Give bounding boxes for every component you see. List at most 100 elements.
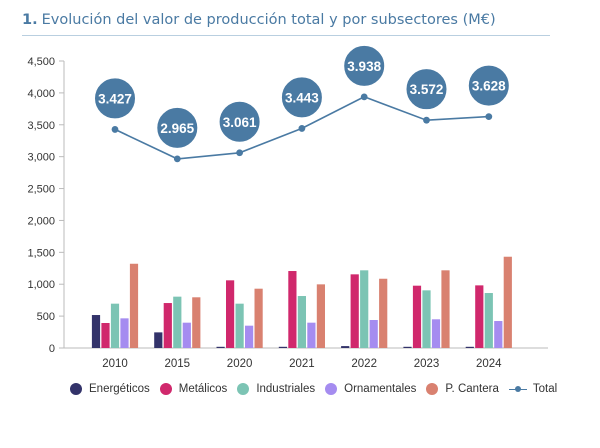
legend-item-ornamentales: Ornamentales [325,383,416,395]
total-point-2015 [173,155,181,163]
legend-label: Energéticos [89,383,150,395]
legend-label: Ornamentales [344,383,417,395]
bar-industriales-2024 [484,293,493,348]
bar-met-licos-2024 [475,285,484,348]
legend-label: Industriales [256,383,316,395]
total-data-label: 3.572 [410,82,444,97]
bar-energ-ticos-2024 [465,346,474,348]
bar-energ-ticos-2020 [216,346,225,348]
bar-ornamentales-2024 [494,321,503,348]
bar-energ-ticos-2022 [341,346,350,348]
bar-p-cantera-2020 [254,288,263,348]
y-tick-label: 1,000 [27,279,55,291]
total-data-label: 2.965 [160,121,194,136]
y-tick-label: 1,500 [27,247,55,259]
bar-ornamentales-2020 [245,325,254,348]
total-data-labels: 3.427 2.965 3.061 3.443 3.938 3.572 3.628 [94,44,510,149]
x-tick-label: 2021 [289,358,315,370]
total-data-label: 3.427 [98,91,132,106]
chart-title-text: Evolución del valor de producción total … [41,12,496,28]
y-tick-label: 2,000 [27,215,55,227]
bar-ornamentales-2015 [182,322,191,348]
bar-industriales-2022 [360,270,369,348]
bar-energ-ticos-2010 [91,315,101,348]
total-label-bubble-2010 [94,77,136,120]
legend-item-met-licos: Metálicos [159,383,228,395]
legend-swatch-icon [159,383,172,395]
x-tick-label: 2022 [351,358,377,370]
total-point-2010 [111,126,119,133]
x-tick-label: 2024 [476,358,502,370]
bar-ornamentales-2023 [431,319,441,348]
total-point-2021 [298,125,306,132]
bar-met-licos-2021 [288,271,297,348]
bar-p-cantera-2023 [441,270,450,348]
x-tick-label: 2023 [414,358,440,370]
y-tick-label: 2,500 [27,184,55,196]
total-point-2022 [360,93,368,101]
legend-item-p-cantera: P. Cantera [426,383,499,395]
total-line [111,93,493,163]
bar-energ-ticos-2023 [403,346,412,348]
y-tick-label: 4,000 [27,88,55,100]
total-label-bubble-2015 [156,106,199,149]
bar-industriales-2015 [173,296,182,348]
bars [91,256,512,348]
legend-swatch-icon [237,383,250,395]
chart-title: 1. Evolución del valor de producción tota… [22,12,496,28]
bar-energ-ticos-2021 [278,346,287,348]
bar-met-licos-2020 [226,280,235,348]
bar-industriales-2020 [235,303,244,348]
total-label-bubble-2024 [467,64,510,107]
bar-p-cantera-2024 [503,256,512,348]
legend-item-total: Total [508,383,558,395]
legend-item-industriales: Industriales [237,383,315,395]
total-data-label: 3.443 [285,90,319,105]
total-label-bubble-2021 [280,76,323,119]
bar-p-cantera-2010 [129,263,139,348]
total-point-2024 [485,113,493,121]
bar-met-licos-2023 [412,285,422,348]
x-tick-label: 2010 [102,358,128,370]
total-point-2020 [236,149,244,157]
bar-ornamentales-2010 [120,318,129,348]
y-tick-label: 4,500 [27,56,55,68]
bar-p-cantera-2022 [379,278,388,348]
bar-p-cantera-2015 [192,297,201,348]
title-underline [22,35,550,36]
chart-title-number: 1. [22,12,38,28]
bar-ornamentales-2021 [307,322,316,348]
x-tick-label: 2015 [165,358,191,370]
legend-swatch-icon [426,383,439,395]
legend-label: Metálicos [178,383,228,395]
total-data-label: 3.938 [347,59,381,74]
total-data-label: 3.628 [472,79,506,94]
total-point-2023 [423,116,430,124]
total-label-bubble-2022 [343,44,386,87]
bar-industriales-2010 [110,303,120,348]
legend-item-energ-ticos: Energéticos [70,383,150,395]
y-tick-label: 500 [37,311,55,323]
bar-industriales-2021 [297,296,306,348]
bar-met-licos-2015 [163,303,172,348]
legend-label: P. Cantera [445,383,499,395]
bar-met-licos-2010 [101,323,110,348]
bar-met-licos-2022 [350,274,359,348]
legend-swatch-icon [325,383,338,395]
y-tick-label: 3,000 [27,152,55,164]
legend: Energéticos Metálicos Industriales Ornament… [70,383,567,395]
bar-p-cantera-2021 [316,284,325,348]
y-tick-label: 3,500 [27,120,55,132]
legend-label: Total [532,383,558,395]
bar-ornamentales-2022 [369,320,378,348]
legend-line-marker-icon [508,384,527,394]
y-tick-label: 0 [49,343,55,355]
bar-energ-ticos-2015 [154,332,163,348]
bar-industriales-2023 [422,290,431,348]
total-label-bubble-2023 [405,68,448,111]
total-data-label: 3.061 [223,115,257,130]
total-label-bubble-2020 [218,100,261,143]
legend-swatch-icon [70,383,82,395]
x-tick-label: 2020 [227,358,253,370]
